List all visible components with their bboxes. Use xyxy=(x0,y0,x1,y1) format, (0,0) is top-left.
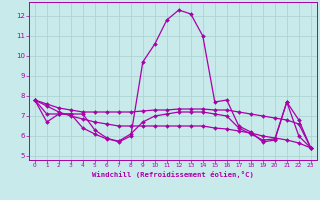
X-axis label: Windchill (Refroidissement éolien,°C): Windchill (Refroidissement éolien,°C) xyxy=(92,171,254,178)
